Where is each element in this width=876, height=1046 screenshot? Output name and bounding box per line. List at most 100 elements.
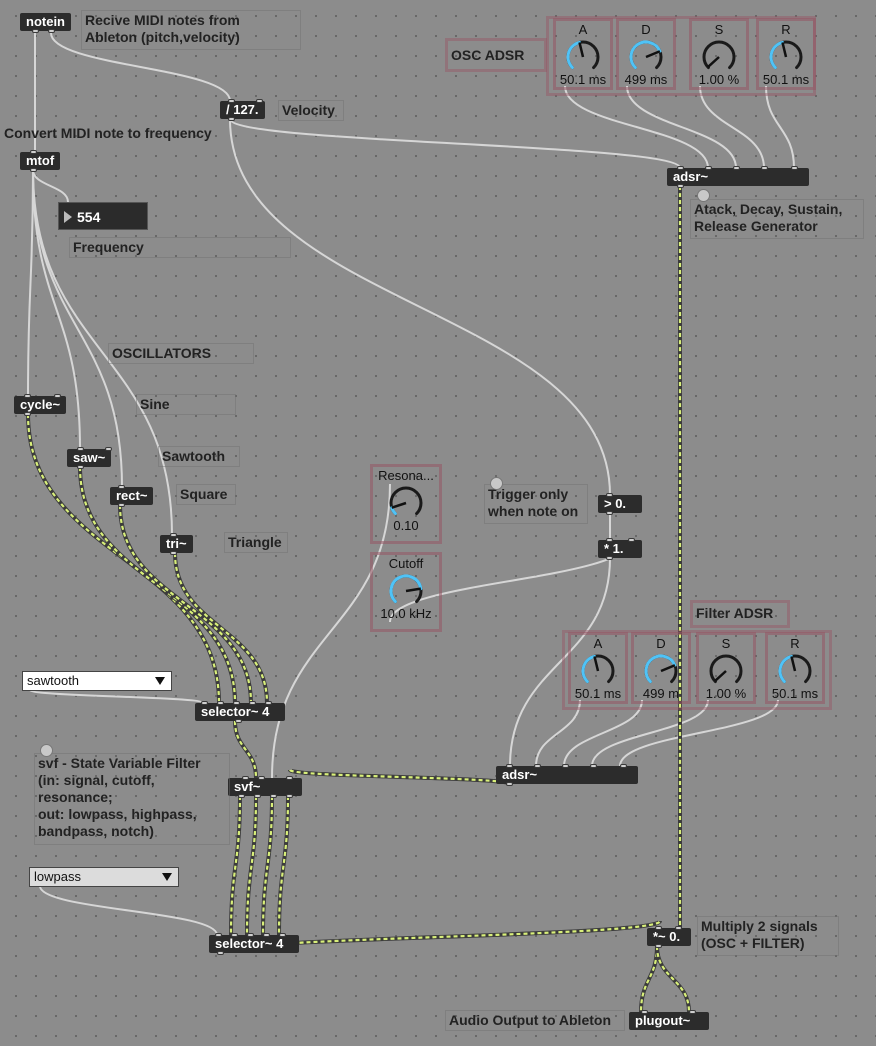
tri-label: tri~ — [166, 536, 187, 551]
control-cable[interactable] — [626, 85, 737, 169]
knob-icon[interactable] — [775, 651, 815, 687]
dial-value: 499 m — [642, 686, 680, 701]
multiply-signal-object[interactable]: *~ 0. — [647, 926, 691, 948]
filter-decay-dial[interactable]: D 499 m — [631, 632, 691, 704]
comment-sine: Sine — [136, 394, 236, 415]
signal-cable[interactable] — [288, 768, 512, 786]
comment-svf: svf - State Variable Filter (in: signal,… — [34, 753, 230, 845]
plugout-label: plugout~ — [635, 1013, 691, 1028]
knob-icon[interactable] — [766, 37, 806, 73]
comment-multiply: Multiply 2 signals (OSC + FILTER) — [697, 916, 839, 956]
waveform-menu[interactable]: sawtooth — [22, 671, 172, 691]
signal-cable[interactable] — [229, 795, 242, 936]
selector-osc-object[interactable]: selector~ 4 — [195, 701, 285, 723]
dropdown-arrow-icon — [155, 677, 165, 685]
filter-release-dial[interactable]: R 50.1 ms — [765, 632, 825, 704]
multiply-one-label: * 1. — [604, 541, 624, 556]
dial-value: 50.1 ms — [762, 72, 810, 87]
knob-icon[interactable] — [626, 37, 666, 73]
mtof-label: mtof — [26, 153, 55, 168]
dial-label: D — [656, 637, 666, 651]
control-cable[interactable] — [564, 85, 709, 169]
svf-comment-indicator[interactable] — [40, 744, 53, 757]
control-cable[interactable] — [39, 885, 218, 936]
knob-icon[interactable] — [699, 37, 739, 73]
svf-object[interactable]: svf~ — [228, 776, 302, 798]
knob-icon[interactable] — [706, 651, 746, 687]
trigger-indicator[interactable] — [490, 477, 503, 490]
cycle-label: cycle~ — [20, 397, 61, 412]
comment-square: Square — [176, 484, 236, 505]
adsr-filter-label: adsr~ — [502, 767, 538, 782]
comment-trigger: Trigger only when note on — [484, 484, 588, 524]
comment-oscillators: OSCILLATORS — [108, 343, 254, 364]
comment-audio-out: Audio Output to Ableton — [445, 1010, 625, 1031]
osc-decay-dial[interactable]: D 499 ms — [616, 18, 676, 90]
dial-label: Resona... — [378, 469, 434, 483]
signal-cable[interactable] — [245, 795, 258, 936]
frequency-number-box[interactable]: 554 — [58, 202, 148, 230]
knob-icon[interactable] — [641, 651, 681, 687]
knob-icon[interactable] — [386, 571, 426, 607]
signal-cable[interactable] — [655, 945, 691, 1013]
knob-icon[interactable] — [578, 651, 618, 687]
cutoff-dial[interactable]: Cutoff 10.0 kHz — [370, 552, 442, 632]
dial-label: A — [578, 23, 588, 37]
control-cable[interactable] — [229, 118, 611, 496]
control-cable[interactable] — [27, 169, 34, 397]
comment-adsr-generator: Atack, Decay, Sustain, Release Generator — [690, 199, 864, 239]
filter-type-menu[interactable]: lowpass — [29, 867, 179, 887]
divide-127-label: / 127. — [226, 102, 259, 117]
knob-icon[interactable] — [386, 483, 426, 519]
cycle-object[interactable]: cycle~ — [14, 394, 67, 416]
dial-label: D — [641, 23, 651, 37]
notein-object[interactable]: notein — [20, 13, 71, 33]
filter-sustain-dial[interactable]: S 1.00 % — [696, 632, 756, 704]
dial-label: R — [781, 23, 791, 37]
selector-filter-label: selector~ 4 — [215, 936, 284, 951]
adsr-filter-object[interactable]: adsr~ — [496, 764, 638, 786]
rect-object[interactable]: rect~ — [110, 485, 154, 507]
resonance-dial[interactable]: Resona... 0.10 — [370, 464, 442, 544]
signal-cable[interactable] — [277, 795, 290, 936]
plugout-object[interactable]: plugout~ — [629, 1010, 709, 1030]
dial-value: 50.1 ms — [574, 686, 622, 701]
filter-type-menu-value: lowpass — [34, 869, 81, 884]
tri-object[interactable]: tri~ — [160, 533, 193, 555]
control-cable[interactable] — [699, 85, 765, 169]
adsr-osc-label: adsr~ — [673, 169, 709, 184]
selector-filter-object[interactable]: selector~ 4 — [209, 933, 299, 955]
signal-cable[interactable] — [233, 720, 258, 779]
control-cable[interactable] — [32, 169, 69, 203]
control-cable[interactable] — [29, 689, 204, 704]
multiply-one-object[interactable]: * 1. — [598, 538, 642, 560]
multiply-signal-label: *~ 0. — [653, 929, 681, 944]
signal-cable[interactable] — [639, 945, 659, 1013]
dial-value: 1.00 % — [698, 72, 740, 87]
comment-filter-adsr: Filter ADSR — [690, 600, 790, 628]
osc-sustain-dial[interactable]: S 1.00 % — [689, 18, 749, 90]
knob-icon[interactable] — [563, 37, 603, 73]
control-cable[interactable] — [765, 85, 795, 169]
saw-object[interactable]: saw~ — [67, 447, 112, 469]
signal-cable[interactable] — [261, 795, 274, 936]
adsr-osc-object[interactable]: adsr~ — [667, 166, 809, 188]
mtof-object[interactable]: mtof — [20, 150, 61, 172]
dial-label: S — [721, 637, 731, 651]
svf-label: svf~ — [234, 779, 261, 794]
control-cable[interactable] — [229, 118, 681, 169]
signal-cable[interactable] — [173, 552, 269, 704]
filter-adsr-group — [562, 630, 832, 710]
filter-attack-dial[interactable]: A 50.1 ms — [568, 632, 628, 704]
osc-adsr-indicator[interactable] — [697, 189, 710, 202]
osc-release-dial[interactable]: R 50.1 ms — [756, 18, 816, 90]
comment-notein: Recive MIDI notes from Ableton (pitch,ve… — [81, 10, 301, 50]
comment-triangle: Triangle — [224, 532, 288, 553]
osc-attack-dial[interactable]: A 50.1 ms — [553, 18, 613, 90]
greater-than-object[interactable]: > 0. — [598, 493, 642, 515]
waveform-menu-value: sawtooth — [27, 673, 80, 688]
frequency-value: 554 — [77, 209, 101, 225]
dropdown-arrow-icon — [162, 873, 172, 881]
divide-127-object[interactable]: / 127. — [220, 99, 265, 121]
